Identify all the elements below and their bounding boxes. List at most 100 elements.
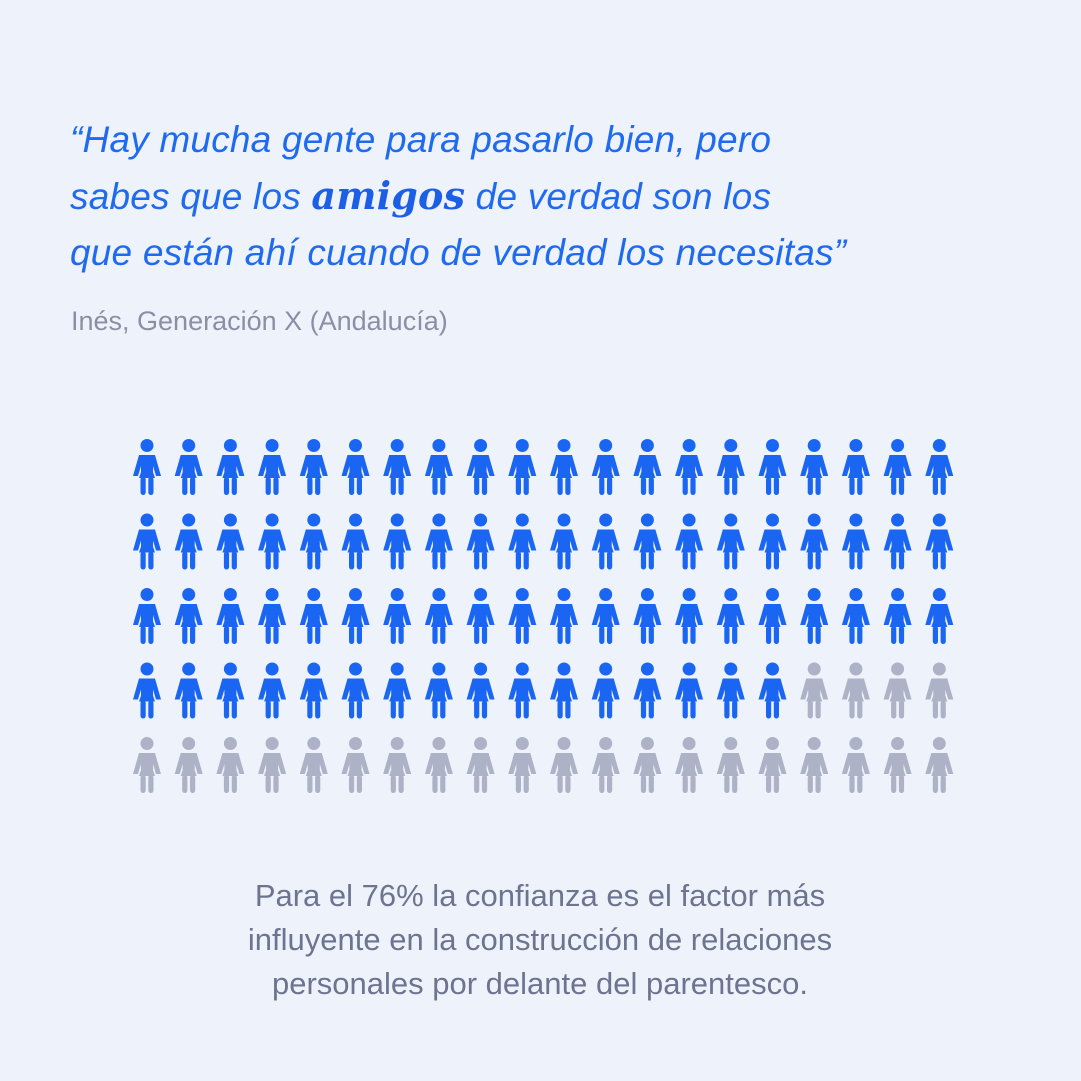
person-icon xyxy=(716,737,745,793)
person-icon-highlighted xyxy=(216,588,245,644)
person-icon-highlighted xyxy=(466,662,495,719)
person-icon xyxy=(800,737,829,793)
person-icon-highlighted xyxy=(216,513,245,570)
person-icon xyxy=(133,737,161,793)
person-icon-highlighted xyxy=(133,513,161,570)
person-icon xyxy=(925,737,954,793)
person-icon-highlighted xyxy=(341,588,370,644)
person-icon-highlighted xyxy=(216,439,245,495)
person-icon-highlighted xyxy=(299,513,328,570)
person-icon-highlighted xyxy=(758,513,787,570)
person-icon xyxy=(383,737,412,793)
person-icon-highlighted xyxy=(716,588,745,644)
person-icon-highlighted xyxy=(675,662,704,719)
person-icon-highlighted xyxy=(591,588,620,644)
quote-line-2-start: sabes que los xyxy=(70,176,312,217)
person-icon-highlighted xyxy=(841,513,870,570)
person-icon-highlighted xyxy=(299,439,328,495)
person-icon-highlighted xyxy=(383,513,412,570)
caption-line-1: Para el 76% la confianza es el factor má… xyxy=(254,878,826,913)
person-icon-highlighted xyxy=(800,588,829,644)
person-icon-highlighted xyxy=(758,588,787,644)
caption: Para el 76% la confianza es el factor má… xyxy=(140,874,940,1006)
person-icon-highlighted xyxy=(883,439,912,495)
person-icon-highlighted xyxy=(633,439,662,495)
person-icon xyxy=(424,737,453,793)
person-icon-highlighted xyxy=(341,439,370,495)
person-icon-highlighted xyxy=(550,513,578,570)
person-icon-highlighted xyxy=(424,662,453,719)
pictogram-chart xyxy=(133,439,954,793)
person-icon-highlighted xyxy=(591,439,620,495)
person-icon-highlighted xyxy=(591,513,620,570)
person-icon xyxy=(675,737,704,793)
person-icon-highlighted xyxy=(466,588,495,644)
person-icon-highlighted xyxy=(675,439,704,495)
person-icon xyxy=(758,737,787,793)
person-icon xyxy=(883,737,912,793)
person-icon-highlighted xyxy=(424,439,453,495)
person-icon-highlighted xyxy=(258,513,287,570)
person-icon-highlighted xyxy=(216,662,245,719)
person-icon-highlighted xyxy=(925,588,954,644)
person-icon-highlighted xyxy=(508,513,537,570)
person-icon-highlighted xyxy=(925,513,954,570)
caption-line-2: influyente en la construcción de relacio… xyxy=(247,922,833,957)
person-icon xyxy=(341,737,370,793)
person-icon-highlighted xyxy=(133,662,161,719)
person-icon-highlighted xyxy=(258,439,287,495)
person-icon-highlighted xyxy=(716,513,745,570)
person-icon-highlighted xyxy=(800,439,829,495)
person-icon-highlighted xyxy=(174,439,203,495)
person-icon-highlighted xyxy=(883,513,912,570)
quote-line-1: “Hay mucha gente para pasarlo bien, pero xyxy=(70,119,772,160)
person-icon-highlighted xyxy=(299,662,328,719)
quote-author: Inés, Generación X (Andalucía) xyxy=(71,306,448,336)
person-icon-highlighted xyxy=(258,588,287,644)
person-icon-highlighted xyxy=(508,439,537,495)
person-icon-highlighted xyxy=(591,662,620,719)
person-icon-highlighted xyxy=(424,588,453,644)
person-icon-highlighted xyxy=(508,588,537,644)
caption-line-3: personales por delante del parentesco. xyxy=(272,966,808,1001)
person-icon-highlighted xyxy=(925,439,954,495)
person-icon xyxy=(800,662,829,719)
person-icon xyxy=(841,662,870,719)
person-icon-highlighted xyxy=(341,662,370,719)
person-icon xyxy=(883,662,912,719)
person-icon-highlighted xyxy=(675,513,704,570)
person-icon-highlighted xyxy=(883,588,912,644)
person-icon xyxy=(216,737,245,793)
person-icon-highlighted xyxy=(133,439,161,495)
person-icon-highlighted xyxy=(341,513,370,570)
quote-line-2-end: de verdad son los xyxy=(465,176,772,217)
person-icon-highlighted xyxy=(174,513,203,570)
person-icon-highlighted xyxy=(633,588,662,644)
person-icon-highlighted xyxy=(800,513,829,570)
person-icon-highlighted xyxy=(633,662,662,719)
quote-line-3: que están ahí cuando de verdad los neces… xyxy=(70,232,847,273)
person-icon-highlighted xyxy=(841,588,870,644)
person-icon-highlighted xyxy=(383,588,412,644)
person-icon-highlighted xyxy=(508,662,537,719)
person-icon xyxy=(466,737,495,793)
person-icon-highlighted xyxy=(174,662,203,719)
person-icon xyxy=(174,737,203,793)
person-icon xyxy=(550,737,578,793)
person-icon xyxy=(258,737,287,793)
person-icon-highlighted xyxy=(466,439,495,495)
quote-line-2: sabes que los amigos de verdad son los xyxy=(70,168,1050,225)
person-icon-highlighted xyxy=(133,588,161,644)
person-icon-highlighted xyxy=(383,662,412,719)
person-icon-highlighted xyxy=(716,662,745,719)
person-icon-highlighted xyxy=(716,439,745,495)
person-icon-highlighted xyxy=(550,588,578,644)
person-icon-highlighted xyxy=(550,439,578,495)
person-icon-highlighted xyxy=(466,513,495,570)
person-icon-highlighted xyxy=(174,588,203,644)
person-icon-highlighted xyxy=(424,513,453,570)
person-icon-highlighted xyxy=(383,439,412,495)
person-icon-highlighted xyxy=(675,588,704,644)
quote: “Hay mucha gente para pasarlo bien, pero… xyxy=(70,112,1050,281)
person-icon xyxy=(299,737,328,793)
